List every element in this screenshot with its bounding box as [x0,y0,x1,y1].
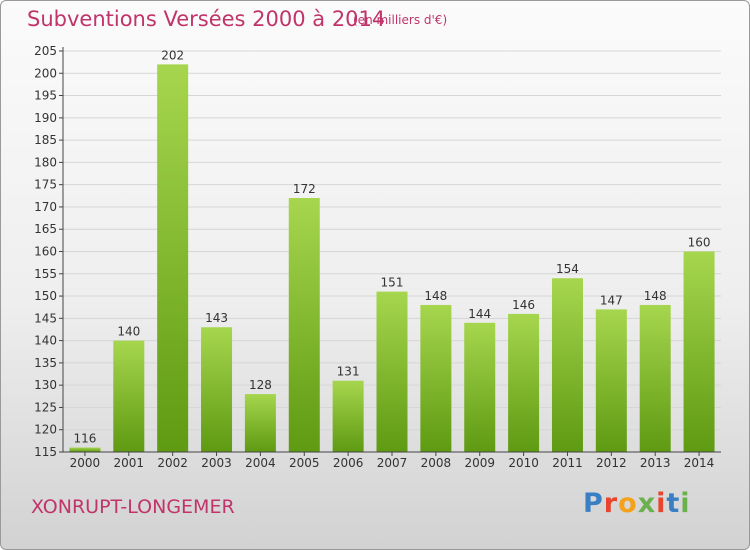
y-tick-label: 155 [34,267,57,281]
y-tick-label: 120 [34,423,57,437]
x-tick-label: 2002 [157,456,188,470]
x-tick-label: 2010 [508,456,539,470]
data-label: 172 [293,182,316,196]
bar-2000 [69,447,101,452]
x-tick-label: 2003 [201,456,232,470]
commune-name: XONRUPT-LONGEMER [31,496,235,518]
bar-2011 [551,278,583,452]
data-label: 144 [468,307,491,321]
x-tick-label: 2009 [464,456,495,470]
bar-2003 [201,327,233,452]
x-tick-label: 2006 [333,456,364,470]
bar-2008 [420,304,452,452]
logo-letter: t [666,488,681,519]
y-tick-label: 185 [34,133,57,147]
x-tick-label: 2014 [684,456,715,470]
bars: 116 140 202 143 128 172 131 151 148 144 146 154 147 1… [69,48,715,452]
data-label: 148 [644,289,667,303]
y-tick-label: 125 [34,400,57,414]
y-tick-label: 150 [34,289,57,303]
data-label: 147 [600,293,623,307]
x-tick-label: 2008 [421,456,452,470]
chart-title: Subventions Versées 2000 à 2014 [27,7,386,31]
y-tick-label: 115 [34,445,57,459]
x-tick-label: 2012 [596,456,627,470]
logo-letter: r [603,488,619,519]
y-tick-label: 175 [34,178,57,192]
y-tick-label: 145 [34,311,57,325]
x-tick-label: 2004 [245,456,276,470]
data-label: 154 [556,262,579,276]
x-tick-label: 2000 [70,456,101,470]
data-label: 202 [161,48,184,62]
x-tick-label: 2013 [640,456,671,470]
data-label: 151 [381,276,404,290]
y-tick-label: 200 [34,66,57,80]
axes: 115 120 125 130 135 140 145 150 155 160 165 170 175 1… [34,44,721,470]
y-tick-label: 180 [34,155,57,169]
bar-2009 [464,322,496,452]
bar-2004 [244,394,276,452]
logo-letter: x [637,488,657,519]
data-label: 131 [337,365,360,379]
data-label: 140 [117,325,140,339]
x-tick-label: 2005 [289,456,320,470]
bar-2012 [595,309,627,452]
bar-2007 [376,291,408,452]
data-label: 143 [205,311,228,325]
logo-letter: P [583,488,604,519]
y-tick-label: 170 [34,200,57,214]
data-label: 148 [424,289,447,303]
proxiti-logo: Proxiti [583,488,691,519]
bar-2014 [683,251,715,452]
bar-2006 [332,380,364,452]
y-tick-label: 135 [34,356,57,370]
y-tick-label: 205 [34,44,57,58]
y-tick-label: 195 [34,89,57,103]
bar-2005 [288,198,320,452]
bar-2002 [157,64,189,452]
bar-2013 [639,304,671,452]
data-label: 160 [688,236,711,250]
y-tick-label: 190 [34,111,57,125]
logo-letter: i [680,488,691,519]
bar-2001 [113,340,145,452]
chart-subtitle: (en milliers d'€) [353,13,448,27]
data-label: 116 [73,432,96,446]
y-tick-label: 140 [34,334,57,348]
data-label: 128 [249,378,272,392]
x-tick-label: 2001 [114,456,145,470]
x-tick-label: 2011 [552,456,583,470]
y-tick-label: 130 [34,378,57,392]
y-tick-label: 160 [34,245,57,259]
bar-2010 [508,313,540,452]
logo-letter: o [618,488,638,519]
data-label: 146 [512,298,535,312]
x-tick-label: 2007 [377,456,408,470]
logo-letter: i [656,488,667,519]
y-tick-label: 165 [34,222,57,236]
